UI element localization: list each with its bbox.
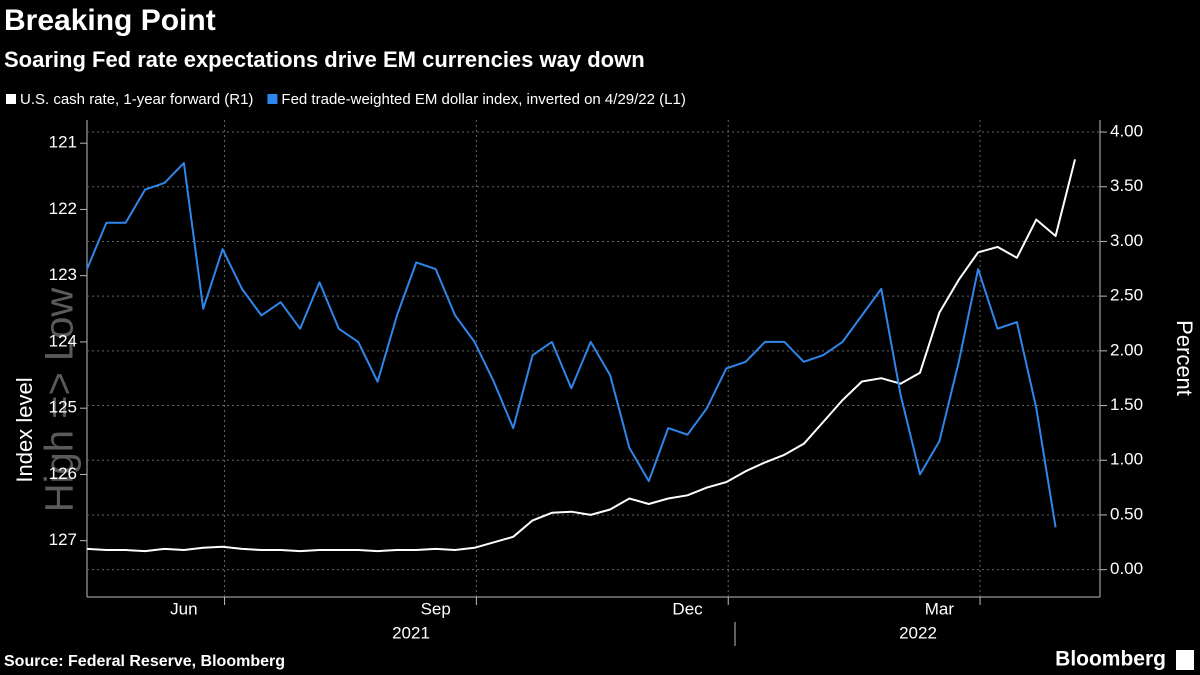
y-tick-label: 123 xyxy=(49,265,77,284)
y-tick-label: 121 xyxy=(49,133,77,152)
y2-tick-label: 4.00 xyxy=(1110,122,1143,141)
y-tick-label: 124 xyxy=(49,331,77,350)
y2-tick-label: 0.50 xyxy=(1110,504,1143,523)
y-tick-label: 122 xyxy=(49,199,77,218)
source: Source: Federal Reserve, Bloomberg xyxy=(4,653,285,670)
legend-swatch xyxy=(6,94,16,104)
y2-tick-label: 3.00 xyxy=(1110,231,1143,250)
legend-label: Fed trade-weighted EM dollar index, inve… xyxy=(281,91,685,108)
chart-title: Breaking Point xyxy=(4,4,216,37)
y-tick-label: 125 xyxy=(49,398,77,417)
legend-label: U.S. cash rate, 1-year forward (R1) xyxy=(20,91,253,108)
y2-tick-label: 3.50 xyxy=(1110,176,1143,195)
y2-axis-label: Percent xyxy=(1172,320,1197,396)
watermark: High => Low xyxy=(38,288,82,513)
x-tick-label: Mar xyxy=(925,599,955,618)
x-tick-label: Sep xyxy=(421,599,451,618)
x-tick-label: Dec xyxy=(672,599,703,618)
x-group-label: 2021 xyxy=(392,623,430,642)
y2-tick-label: 2.50 xyxy=(1110,286,1143,305)
brand: Bloomberg xyxy=(1055,648,1166,671)
y-axis-label: Index level xyxy=(12,377,37,482)
y2-tick-label: 2.00 xyxy=(1110,340,1143,359)
x-tick-label: Jun xyxy=(170,599,197,618)
y2-tick-label: 1.00 xyxy=(1110,450,1143,469)
y-tick-label: 127 xyxy=(49,530,77,549)
brand-icon xyxy=(1176,650,1194,670)
y2-tick-label: 1.50 xyxy=(1110,395,1143,414)
series-line xyxy=(86,162,1057,528)
legend-swatch xyxy=(267,94,278,104)
x-group-label: 2022 xyxy=(899,623,937,642)
chart-subtitle: Soaring Fed rate expectations drive EM c… xyxy=(4,47,645,72)
y-tick-label: 126 xyxy=(49,464,77,483)
y2-tick-label: 0.00 xyxy=(1110,559,1143,578)
series-line xyxy=(86,159,1076,553)
